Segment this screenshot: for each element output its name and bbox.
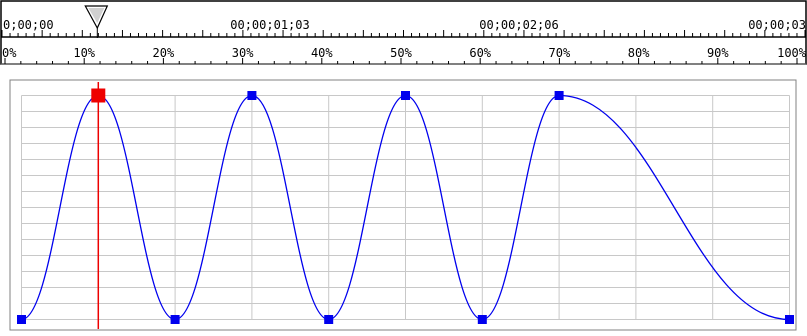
percent-label: 70% bbox=[549, 46, 571, 60]
keyframe[interactable] bbox=[554, 91, 564, 100]
keyframe[interactable] bbox=[324, 315, 334, 324]
percent-label: 60% bbox=[469, 46, 491, 60]
timecode-label-1: 00;00;01;03 bbox=[230, 18, 309, 32]
graph-grid bbox=[21, 95, 790, 320]
time-ticks bbox=[1, 30, 806, 37]
percent-label: 0% bbox=[2, 46, 17, 60]
graph-panel[interactable] bbox=[9, 79, 797, 331]
percent-label: 20% bbox=[153, 46, 175, 60]
timecode-label-start: 0;00;00 bbox=[3, 18, 54, 32]
percent-ticks bbox=[4, 58, 798, 64]
timecode-label-2: 00;00;02;06 bbox=[479, 18, 558, 32]
keyframe-selected[interactable] bbox=[91, 88, 106, 103]
keyframe[interactable] bbox=[785, 315, 794, 324]
keyframes bbox=[17, 88, 794, 324]
percent-label: 30% bbox=[232, 46, 254, 60]
percent-label: 80% bbox=[628, 46, 650, 60]
timecode-label-end: 00;00;03 bbox=[748, 18, 806, 32]
interpolation-curve bbox=[21, 94, 790, 321]
keyframe[interactable] bbox=[401, 91, 410, 100]
timeline-ruler[interactable]: 0;00;00 00;00;01;03 00;00;02;06 00;00;03… bbox=[0, 0, 807, 65]
percent-labels: 0% 10% 20% 30% 40% 50% 60% 70% 80% 90% 100% bbox=[2, 46, 807, 60]
keyframe[interactable] bbox=[247, 91, 257, 100]
percent-label: 90% bbox=[707, 46, 729, 60]
keyframe[interactable] bbox=[170, 315, 180, 324]
keyframe[interactable] bbox=[17, 315, 26, 324]
playhead-handle-icon[interactable] bbox=[84, 5, 109, 38]
percent-label: 10% bbox=[73, 46, 95, 60]
keyframe[interactable] bbox=[477, 315, 487, 324]
percent-label: 100% bbox=[777, 46, 807, 60]
percent-label: 50% bbox=[390, 46, 412, 60]
percent-label: 40% bbox=[311, 46, 333, 60]
